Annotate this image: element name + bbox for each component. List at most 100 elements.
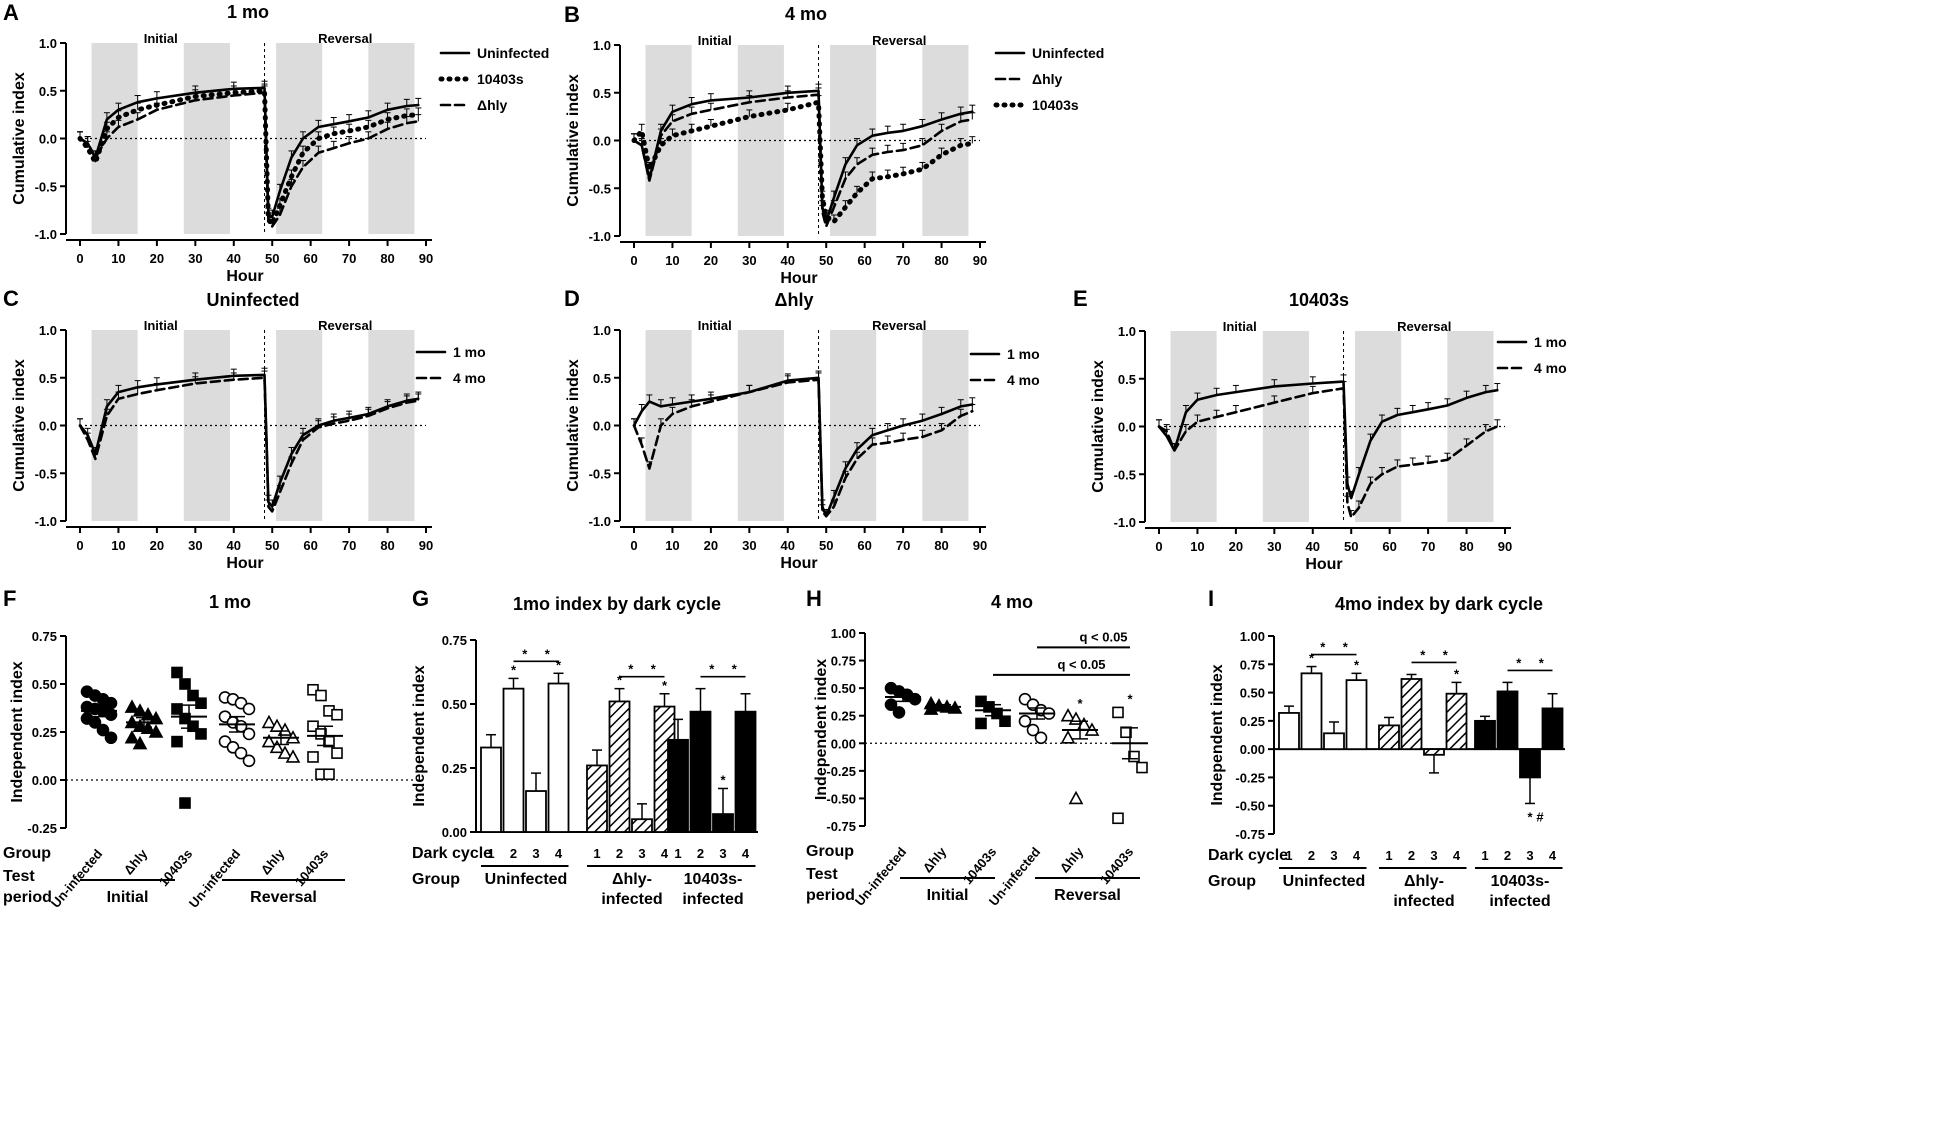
group-label: infected: [1489, 893, 1550, 910]
x-tick-label: 20: [704, 538, 718, 553]
data-point: [195, 697, 207, 710]
significance-star: *: [1309, 651, 1315, 666]
bar: [712, 813, 734, 833]
data-point: [132, 703, 148, 717]
row-label-test: Test: [806, 866, 838, 883]
legend-label: 4 mo: [453, 370, 486, 386]
legend-label: Uninfected: [477, 45, 549, 61]
y-tick-label: 1.00: [831, 626, 856, 641]
y-tick-label: 1.0: [1118, 324, 1136, 339]
data-point: [323, 768, 335, 781]
x-tick-label: 60: [857, 538, 871, 553]
y-tick-label: -0.5: [589, 466, 611, 481]
bracket-star: *: [651, 662, 657, 677]
bar: [689, 710, 712, 833]
row-label-dark-cycle: Dark cycle: [1208, 847, 1288, 864]
period-label-initial: Initial: [144, 318, 178, 333]
group-label: Un-infected: [852, 844, 909, 908]
data-point: [104, 708, 118, 722]
line-panel-a: Initial Reversal -1.0 -0.5 0.0 0.5 1.0 0 10 20 30 4…: [3, 0, 549, 285]
dark-phase-band: [645, 330, 692, 521]
y-tick-label: -0.5: [35, 466, 57, 481]
y-tick-label: 1.00: [1240, 629, 1265, 644]
y-tick-label: 0.0: [593, 419, 611, 434]
dark-phase-band: [830, 45, 877, 236]
panel-letter: H: [806, 586, 822, 611]
y-tick-label: 0.5: [593, 371, 611, 386]
x-tick-label: 20: [1229, 539, 1243, 554]
legend-label: 10403s: [477, 71, 524, 87]
row-label-period: period: [3, 889, 52, 906]
cycle-label: 4: [1549, 848, 1557, 863]
bracket-star: *: [709, 662, 715, 677]
cycle-label: 4: [661, 846, 669, 861]
group-label: Uninfected: [1283, 873, 1366, 890]
x-tick-label: 0: [630, 538, 637, 553]
panel-letter: B: [564, 2, 580, 27]
x-axis-title: Hour: [1305, 556, 1342, 573]
data-point: [1060, 708, 1076, 722]
y-tick-label: 0.50: [1240, 686, 1265, 701]
bracket-star: *: [1343, 640, 1349, 655]
data-point: [179, 678, 191, 690]
y-tick-label: -0.50: [826, 791, 856, 806]
y-tick-label: 1.0: [39, 323, 57, 338]
panel-title: 1mo index by dark cycle: [513, 594, 721, 614]
series-line: [78, 376, 420, 513]
y-tick-label: 0.00: [32, 773, 57, 788]
dark-phase-band: [276, 43, 323, 234]
period-label-initial: Initial: [1223, 319, 1257, 334]
x-tick-label: 0: [76, 251, 83, 266]
y-axis-title: Cumulative index: [11, 359, 28, 492]
x-tick-label: 70: [342, 538, 356, 553]
x-axis-title: Hour: [226, 555, 263, 572]
significance-star: *: [1454, 666, 1460, 681]
x-tick-label: 90: [419, 538, 433, 553]
period-label-reversal: Reversal: [872, 33, 926, 48]
x-tick-label: 20: [150, 538, 164, 553]
panel-title: 4 mo: [991, 592, 1033, 612]
line-panel-b: Initial Reversal -1.0 -0.5 0.0 0.5 1.0 0 10 20 30 4…: [564, 2, 1104, 287]
x-tick-label: 50: [265, 251, 279, 266]
y-tick-label: -1.0: [1114, 515, 1136, 530]
x-tick-label: 30: [188, 538, 202, 553]
y-tick-label: 0.25: [32, 725, 57, 740]
y-tick-label: 0.0: [39, 419, 57, 434]
cycle-label: 3: [1430, 848, 1437, 863]
data-point: [96, 723, 110, 737]
x-tick-label: 80: [934, 538, 948, 553]
y-tick-label: 0.75: [442, 633, 467, 648]
group-label: Δhly: [1057, 844, 1087, 876]
row-label-group: Group: [806, 843, 854, 860]
x-tick-label: 70: [342, 251, 356, 266]
y-tick-label: 0.5: [39, 371, 57, 386]
significance-star: *: [1077, 696, 1083, 711]
cycle-label: 3: [719, 846, 726, 861]
data-point: [132, 718, 148, 733]
data-point: [285, 749, 301, 763]
data-point: [179, 712, 191, 725]
line-panel-d: Initial Reversal -1.0 -0.5 0.0 0.5 1.0 0 10 20 30 4…: [564, 286, 1040, 572]
group-label: Uninfected: [485, 871, 568, 888]
bracket-star: *: [628, 662, 634, 677]
significance-star: *: [617, 673, 623, 688]
x-tick-label: 20: [150, 251, 164, 266]
significance-star: *: [1354, 657, 1360, 672]
series-line: [78, 91, 420, 228]
panel-title: Δhly: [775, 290, 814, 310]
x-tick-label: 70: [896, 538, 910, 553]
data-point: [331, 708, 343, 721]
series-line: [632, 376, 974, 518]
x-axis-title: Hour: [226, 268, 263, 285]
data-point: [315, 689, 327, 702]
x-tick-label: 50: [819, 253, 833, 268]
panel-letter: I: [1208, 586, 1214, 611]
y-tick-label: 0.0: [1118, 420, 1136, 435]
y-tick-label: 1.0: [593, 38, 611, 53]
y-axis-title: Independent index: [9, 661, 26, 802]
data-point: [983, 701, 995, 713]
legend-label: Uninfected: [1032, 45, 1104, 61]
x-tick-label: 40: [227, 538, 241, 553]
y-tick-label: 0.5: [593, 86, 611, 101]
